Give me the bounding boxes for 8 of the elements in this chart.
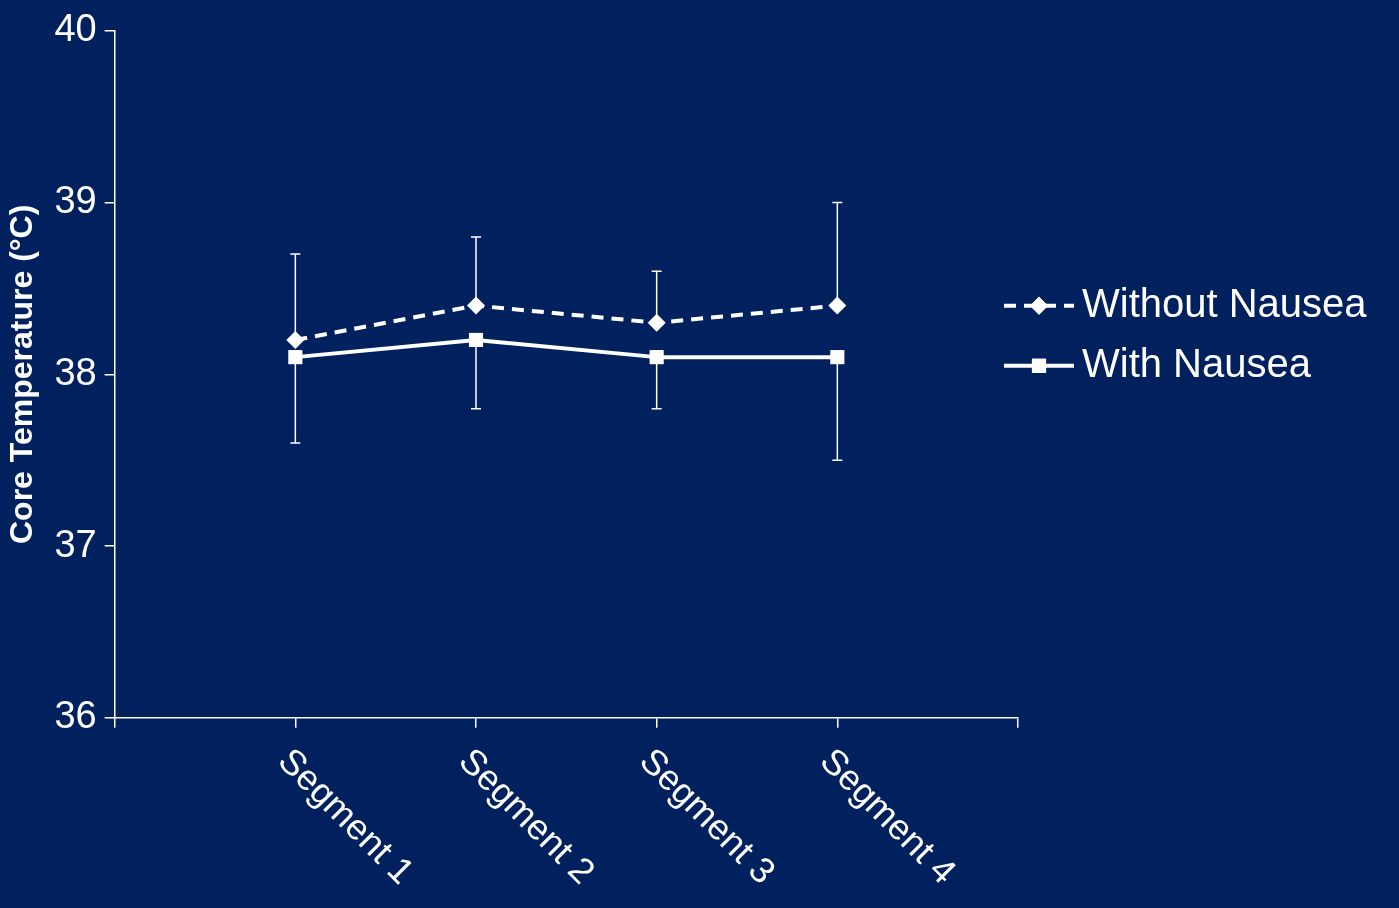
y-tick-label: 40 (54, 7, 97, 50)
y-tick-label: 36 (54, 694, 97, 737)
y-tick-label: 37 (54, 522, 97, 565)
y-tick-label: 38 (54, 350, 97, 393)
y-tick-label: 39 (54, 179, 97, 222)
y-axis-title: Core Temperature (°C) (3, 204, 40, 544)
legend-label: Without Nausea (1082, 280, 1368, 325)
legend-label: With Nausea (1082, 340, 1312, 385)
